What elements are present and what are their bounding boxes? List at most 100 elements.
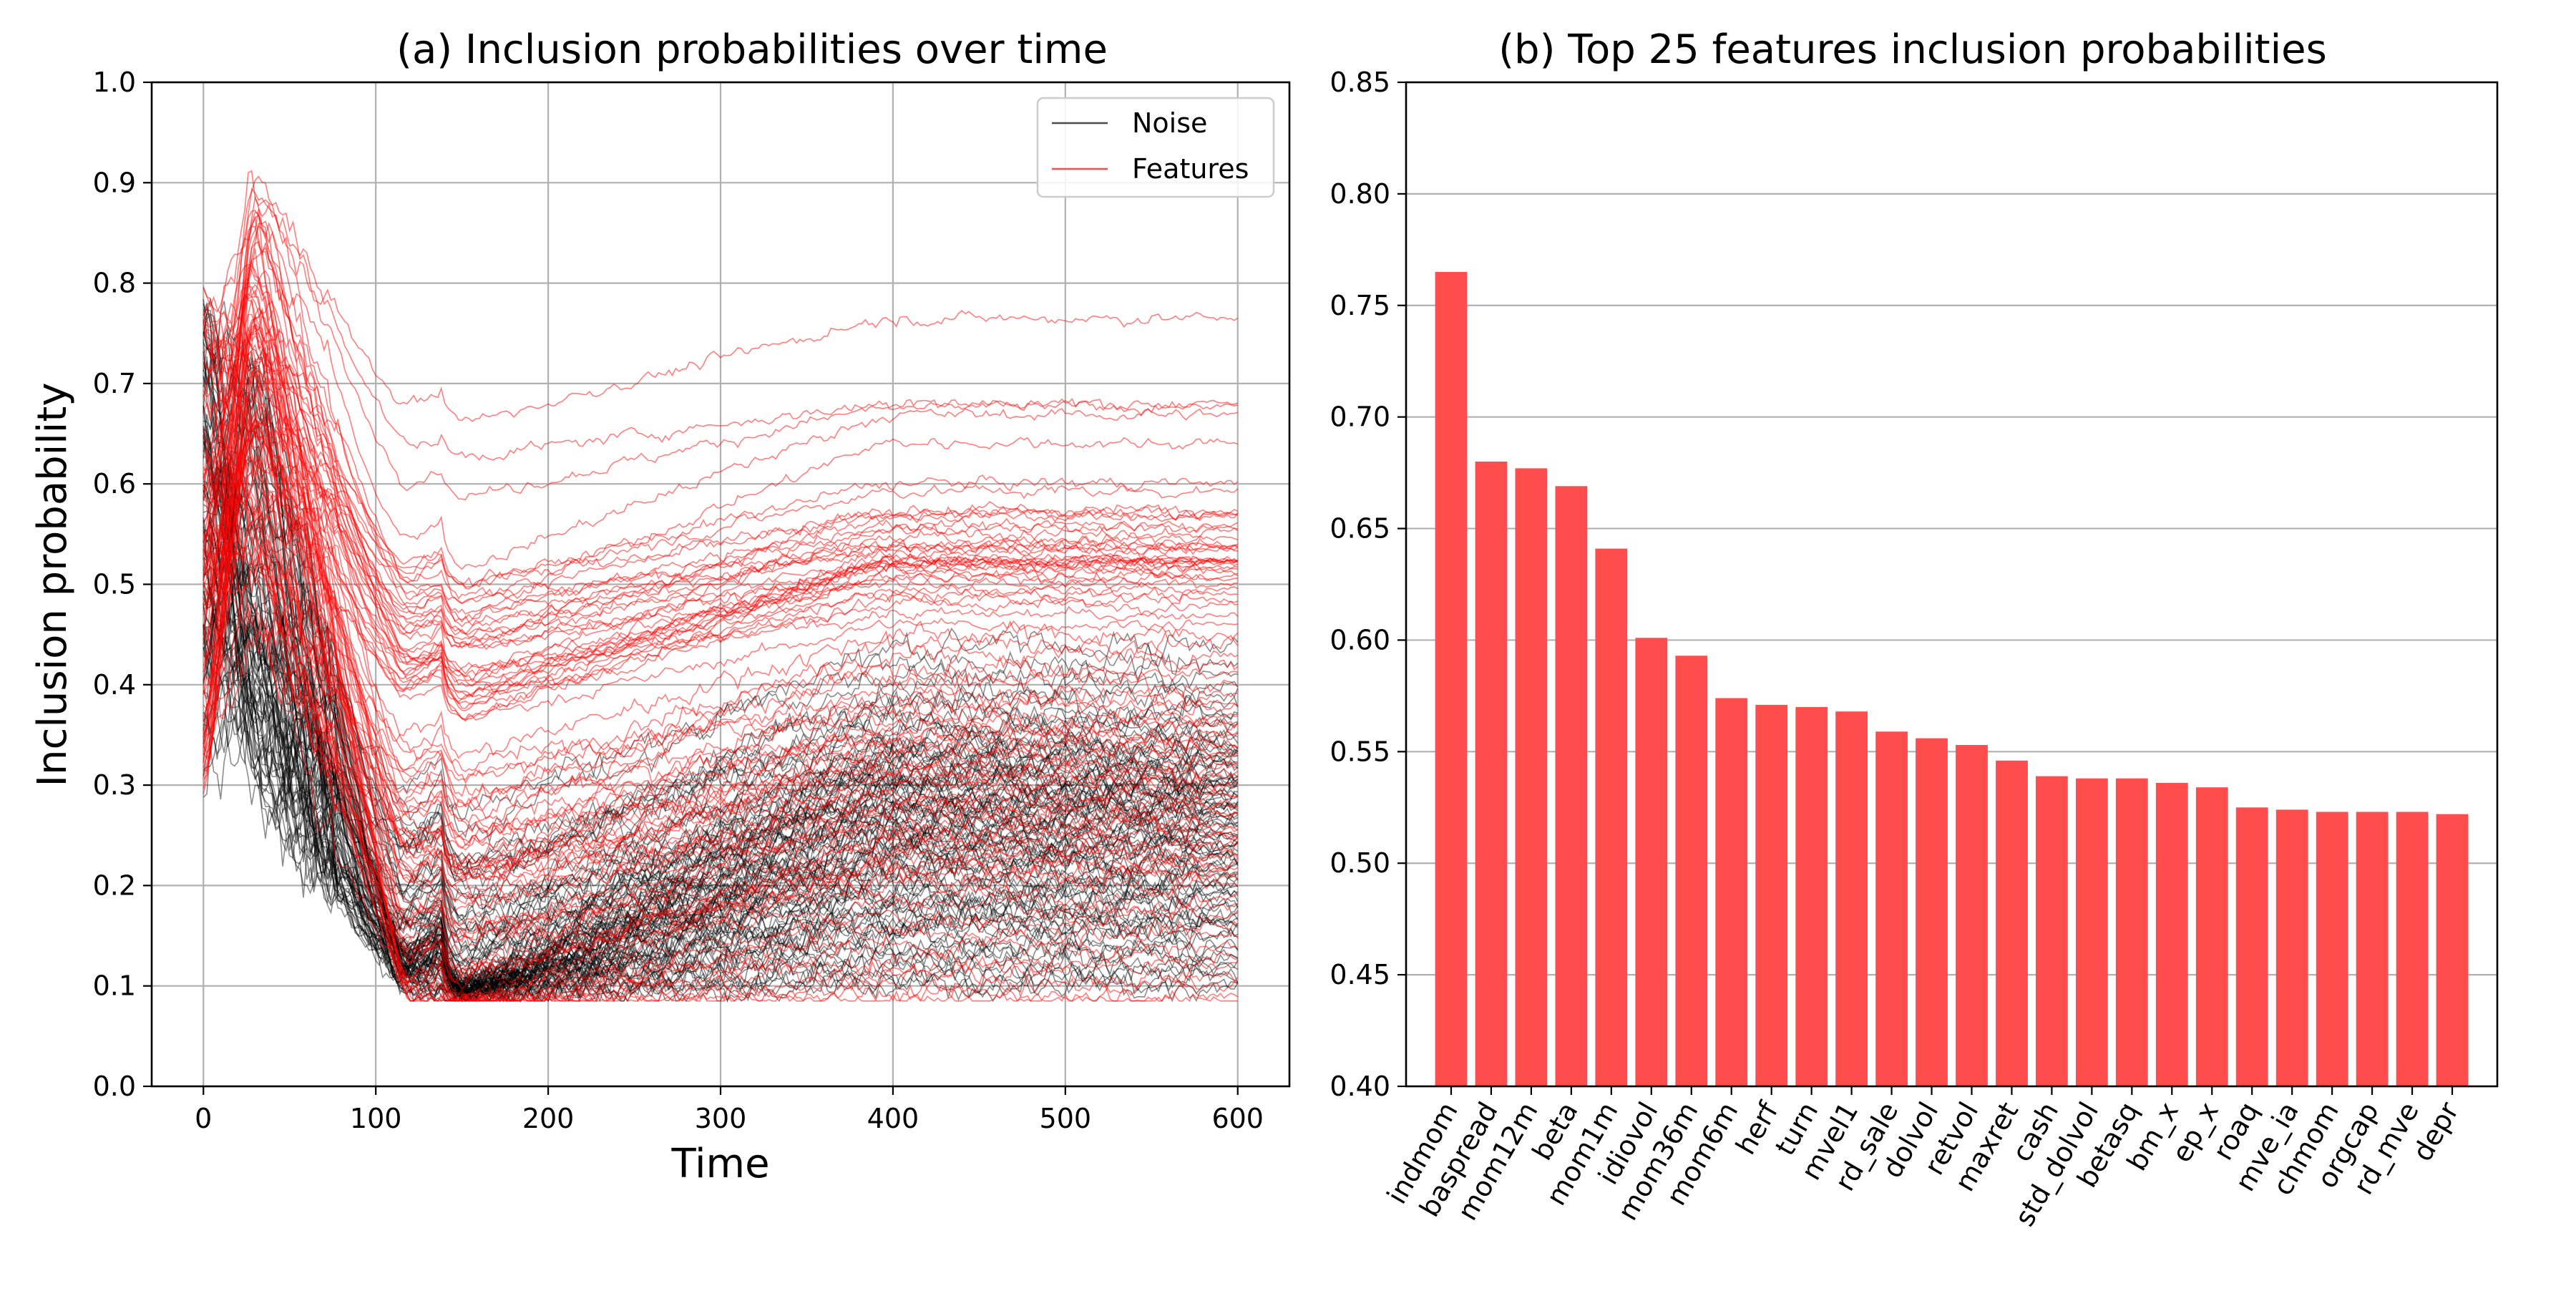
feature-series-line bbox=[203, 394, 1239, 1003]
bar-mom12m bbox=[1515, 468, 1548, 1086]
panel-a-xtick-label: 100 bbox=[350, 1103, 402, 1134]
feature-series-line bbox=[203, 526, 1239, 808]
panel-a: (a) Inclusion probabilities over time 0 1… bbox=[29, 26, 1291, 1187]
feature-series-line bbox=[203, 195, 1239, 733]
bar-chmom bbox=[2316, 812, 2348, 1086]
panel-a-ytick-label: 0.2 bbox=[93, 869, 136, 901]
bar-turn bbox=[1795, 707, 1828, 1086]
bar-orgcap bbox=[2356, 812, 2389, 1086]
panel-b: (b) Top 25 features inclusion probabilit… bbox=[1330, 26, 2499, 1232]
bar-beta bbox=[1555, 486, 1588, 1086]
feature-series-line bbox=[203, 558, 1239, 980]
feature-series-line bbox=[203, 358, 1239, 778]
feature-series-line bbox=[203, 335, 1238, 946]
panel-a-lines bbox=[203, 170, 1239, 1003]
panel-a-ytick-label: 0.7 bbox=[93, 368, 136, 399]
feature-series-line bbox=[203, 418, 1238, 984]
feature-series-line bbox=[203, 203, 1238, 696]
feature-series-line bbox=[203, 393, 1239, 773]
noise-series-line bbox=[203, 476, 1239, 1003]
bar-cash bbox=[2036, 776, 2068, 1086]
feature-series-line bbox=[203, 454, 1239, 709]
feature-series-line bbox=[203, 428, 1239, 675]
panel-b-ytick-label: 0.40 bbox=[1330, 1071, 1390, 1102]
noise-series-line bbox=[203, 671, 1238, 995]
feature-series-line bbox=[203, 527, 1239, 965]
noise-series-line bbox=[203, 346, 1238, 995]
bar-mvel1 bbox=[1835, 711, 1868, 1086]
noise-series-line bbox=[203, 440, 1239, 1003]
feature-series-line bbox=[203, 429, 1239, 646]
feature-series-line bbox=[203, 556, 1239, 849]
feature-series-line bbox=[203, 307, 1239, 789]
feature-series-line bbox=[203, 538, 1238, 799]
feature-series-line bbox=[203, 328, 1238, 678]
noise-series-line bbox=[203, 426, 1239, 998]
feature-series-line bbox=[203, 326, 1238, 623]
bar-ep_x bbox=[2195, 787, 2228, 1086]
feature-series-line bbox=[203, 386, 1239, 635]
panel-a-ytick-label: 0.4 bbox=[93, 669, 136, 701]
noise-series-line bbox=[203, 442, 1239, 866]
panel-b-ytick-label: 0.55 bbox=[1330, 736, 1390, 767]
legend: Noise Features bbox=[1036, 97, 1275, 198]
feature-series-line bbox=[203, 472, 1239, 939]
noise-series-line bbox=[203, 338, 1239, 970]
feature-series-line bbox=[203, 225, 1239, 683]
feature-series-line bbox=[203, 467, 1238, 882]
panel-a-ytick-label: 0.0 bbox=[93, 1071, 136, 1102]
noise-series-line bbox=[203, 656, 1239, 1000]
feature-series-line bbox=[203, 175, 1238, 570]
panel-a-xtick-label: 400 bbox=[867, 1103, 919, 1134]
panel-a-ticks: 0 100 200 300 400 500 600 0.0 0.1 0.2 0.3 0.4 0.5 0.6… bbox=[93, 67, 1264, 1134]
legend-noise-label: Noise bbox=[1132, 107, 1207, 139]
panel-b-ytick-label: 0.60 bbox=[1330, 624, 1390, 656]
panel-b-ytick-label: 0.80 bbox=[1330, 178, 1390, 210]
panel-b-ytick-label: 0.85 bbox=[1330, 67, 1390, 98]
feature-series-line bbox=[203, 449, 1239, 843]
bar-idiovol bbox=[1635, 638, 1668, 1086]
feature-series-line bbox=[203, 558, 1238, 847]
feature-series-line bbox=[203, 251, 1239, 794]
panel-b-ytick-label: 0.70 bbox=[1330, 401, 1390, 433]
bar-roaq bbox=[2235, 807, 2268, 1086]
noise-series-line bbox=[203, 566, 1239, 957]
feature-series-line bbox=[203, 215, 1238, 833]
noise-series-line bbox=[203, 591, 1239, 1002]
feature-series-line bbox=[203, 260, 1238, 651]
panel-b-bars bbox=[1435, 272, 2469, 1086]
noise-series-line bbox=[203, 411, 1239, 999]
bar-depr bbox=[2436, 814, 2469, 1086]
noise-series-line bbox=[203, 361, 1239, 1000]
noise-series-line bbox=[203, 434, 1239, 974]
noise-series-line bbox=[203, 361, 1238, 983]
feature-series-line bbox=[203, 313, 1238, 688]
feature-series-line bbox=[203, 416, 1238, 721]
panel-a-xtick-label: 200 bbox=[522, 1103, 575, 1134]
noise-series-line bbox=[203, 356, 1239, 1003]
panel-a-xtick-label: 300 bbox=[695, 1103, 747, 1134]
noise-series-line bbox=[203, 313, 1239, 1003]
bar-mom6m bbox=[1715, 698, 1748, 1086]
feature-series-line bbox=[203, 248, 1239, 1002]
panel-a-ytick-label: 0.1 bbox=[93, 970, 136, 1002]
feature-series-line bbox=[203, 318, 1239, 648]
feature-series-line bbox=[203, 530, 1239, 926]
panel-a-ytick-label: 0.3 bbox=[93, 769, 136, 801]
noise-series-line bbox=[203, 437, 1239, 975]
bar-bm_x bbox=[2155, 783, 2188, 1086]
panel-a-title: (a) Inclusion probabilities over time bbox=[396, 26, 1108, 73]
legend-features-label: Features bbox=[1132, 153, 1249, 185]
panel-a-ylabel: Inclusion probability bbox=[29, 383, 76, 787]
feature-series-line bbox=[203, 301, 1239, 945]
feature-series-line bbox=[203, 375, 1238, 673]
bar-mom36m bbox=[1675, 656, 1708, 1086]
noise-series-line bbox=[203, 703, 1239, 995]
feature-series-line bbox=[203, 437, 1239, 905]
noise-series-line bbox=[203, 603, 1238, 872]
bar-baspread bbox=[1475, 462, 1508, 1086]
feature-series-line bbox=[203, 346, 1238, 851]
noise-series-line bbox=[203, 645, 1239, 985]
